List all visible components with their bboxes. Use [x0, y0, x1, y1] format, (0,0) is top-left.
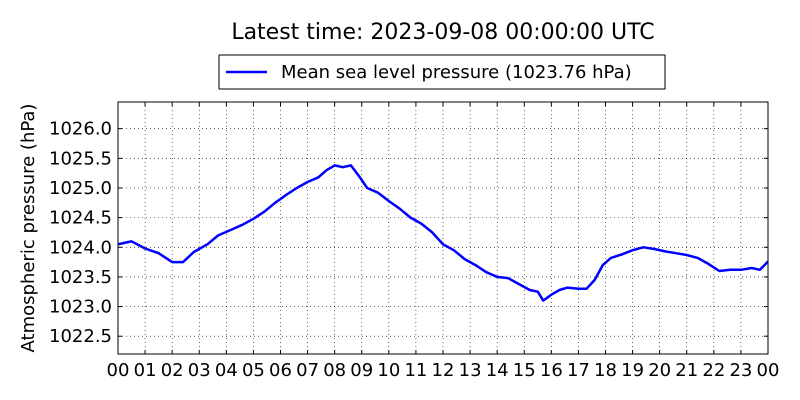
x-tick-label: 21 [675, 360, 698, 381]
y-axis-label: Atmospheric pressure (hPa) [18, 104, 39, 353]
x-tick-label: 14 [486, 360, 509, 381]
series-line [117, 164, 769, 302]
x-tick-label: 09 [350, 360, 373, 381]
y-tick-label: 1022.5 [49, 326, 112, 347]
legend-box [218, 54, 666, 90]
x-tick-label: 04 [215, 360, 238, 381]
x-tick-label: 00 [757, 360, 780, 381]
x-tick-label: 19 [621, 360, 644, 381]
series-layer [117, 164, 769, 302]
x-tick-label: 08 [323, 360, 346, 381]
x-tick-label: 00 [107, 360, 130, 381]
x-tick-label: 17 [567, 360, 590, 381]
plot-frame [117, 101, 769, 355]
x-tick-label: 16 [540, 360, 563, 381]
y-tick-labels: 1022.5 1023.0 1023.5 1024.0 1024.5 1025.0 1025… [49, 119, 112, 348]
x-tick-label: 20 [648, 360, 671, 381]
x-tick-label: 22 [702, 360, 725, 381]
x-tick-label: 12 [432, 360, 455, 381]
tick-layer [117, 102, 769, 354]
grid [118, 102, 768, 354]
x-tick-label: 11 [404, 360, 427, 381]
x-tick-labels: 00 01 02 03 04 05 06 07 08 09 10 11 12 13 14 15 16 17 18 19… [107, 360, 780, 381]
x-tick-label: 15 [513, 360, 536, 381]
y-tick-label: 1023.5 [49, 267, 112, 288]
x-tick-label: 01 [134, 360, 157, 381]
x-tick-label: 18 [594, 360, 617, 381]
chart-title: Latest time: 2023-09-08 00:00:00 UTC [231, 20, 655, 45]
x-tick-label: 13 [459, 360, 482, 381]
x-tick-label: 06 [269, 360, 292, 381]
y-tick-label: 1024.5 [49, 208, 112, 229]
y-tick-label: 1026.0 [49, 119, 112, 140]
y-tick-label: 1025.5 [49, 148, 112, 169]
x-tick-label: 02 [161, 360, 184, 381]
x-tick-label: 10 [377, 360, 400, 381]
x-tick-label: 23 [729, 360, 752, 381]
y-tick-label: 1023.0 [49, 297, 112, 318]
x-tick-label: 07 [296, 360, 319, 381]
y-tick-label: 1024.0 [49, 237, 112, 258]
y-tick-label: 1025.0 [49, 178, 112, 199]
x-tick-label: 05 [242, 360, 265, 381]
legend-label: Mean sea level pressure (1023.76 hPa) [281, 62, 632, 83]
legend: Mean sea level pressure (1023.76 hPa) [218, 54, 666, 90]
x-tick-label: 03 [188, 360, 211, 381]
